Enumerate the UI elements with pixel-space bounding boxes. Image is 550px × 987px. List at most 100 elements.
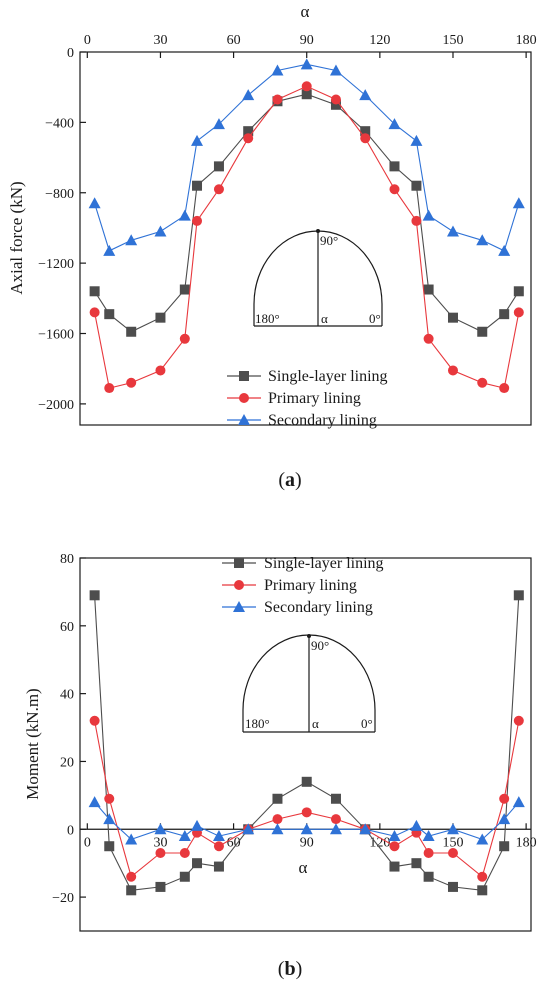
data-point-square: [423, 871, 434, 882]
data-point-square: [104, 841, 115, 852]
data-point-triangle: [410, 134, 423, 146]
data-point-square: [155, 881, 166, 892]
y-tick-label: −2000: [38, 398, 74, 413]
data-point-square: [192, 858, 203, 869]
data-point-square: [389, 861, 400, 872]
chart-b: 0 30 60 90 120 150 180 80 60 40 20 0 −20 α Moment (…: [23, 552, 537, 980]
chart-b-inset-diagram: 90° 180° α 0°: [242, 634, 376, 733]
data-point-circle: [89, 307, 100, 318]
data-point-circle: [192, 215, 203, 226]
chart-a-inset-top-label: 90°: [320, 233, 338, 248]
data-point-triangle: [498, 244, 511, 256]
data-point-square: [192, 180, 203, 191]
x-tick-label: 60: [227, 33, 241, 48]
data-point-circle: [513, 715, 524, 726]
data-point-circle: [423, 333, 434, 344]
data-point-square: [447, 312, 458, 323]
data-point-square: [513, 590, 524, 601]
chart-b-inset-right-label: 0°: [361, 716, 373, 731]
data-point-triangle: [512, 796, 525, 808]
x-tick-label: 30: [153, 835, 167, 850]
chart-b-xlabel: α: [299, 858, 308, 877]
chart-b-inset-center-label: α: [312, 716, 319, 731]
legend-triangle-marker: [233, 601, 245, 612]
chart-b-y-ticks: 80 60 40 20 0 −20: [52, 552, 86, 906]
y-tick-label: 0: [67, 46, 74, 61]
data-point-triangle: [476, 234, 489, 246]
data-point-circle: [447, 365, 458, 376]
data-point-circle: [360, 133, 371, 144]
data-point-circle: [179, 333, 190, 344]
data-point-triangle: [300, 823, 313, 835]
data-point-triangle: [422, 209, 435, 221]
data-point-circle: [126, 871, 137, 882]
chart-a-inset-left-label: 180°: [255, 311, 280, 326]
legend-square-marker: [234, 558, 244, 568]
x-tick-label: 90: [300, 33, 314, 48]
chart-a-legend-single-label: Single-layer lining: [268, 368, 388, 385]
chart-b-legend-secondary: Secondary lining: [222, 599, 373, 616]
chart-a-ylabel: Axial force (kN): [7, 181, 26, 294]
y-tick-label: 0: [67, 823, 74, 838]
data-point-square: [499, 309, 510, 320]
data-point-triangle: [446, 823, 459, 835]
chart-a: 0 30 60 90 120 150 180 0 −400 −800 −1200 −1600 −200…: [7, 2, 537, 491]
chart-a-series: [88, 58, 525, 394]
legend-circle-marker: [234, 580, 244, 590]
legend-triangle-marker: [238, 414, 250, 425]
y-tick-label: 40: [60, 688, 74, 703]
data-point-triangle: [191, 819, 204, 831]
data-point-triangle: [103, 813, 116, 825]
chart-a-inset-center-label: α: [321, 311, 328, 326]
chart-a-x-ticks: 0 30 60 90 120 150 180: [84, 33, 537, 58]
data-point-triangle: [271, 64, 284, 76]
panel-b-label: (b): [278, 958, 302, 980]
x-tick-label: 90: [300, 835, 314, 850]
data-point-circle: [272, 94, 283, 105]
y-tick-label: 80: [60, 552, 74, 567]
data-point-square: [272, 793, 283, 804]
data-point-square: [477, 326, 488, 337]
x-tick-label: 0: [84, 835, 91, 850]
data-point-circle: [499, 793, 510, 804]
chart-b-series: [88, 590, 525, 896]
data-point-square: [179, 871, 190, 882]
x-tick-label: 180: [516, 835, 537, 850]
data-point-triangle: [178, 209, 191, 221]
data-point-triangle: [512, 197, 525, 209]
series-line: [94, 93, 520, 333]
x-tick-label: 180: [516, 33, 537, 48]
data-point-circle: [243, 133, 254, 144]
y-tick-label: −400: [45, 116, 74, 131]
chart-b-inset-dot: [307, 634, 311, 638]
x-tick-label: 150: [442, 33, 463, 48]
data-point-square: [213, 161, 224, 172]
data-point-triangle: [300, 58, 313, 70]
data-point-square: [243, 126, 254, 137]
series-line: [94, 85, 520, 389]
panel-a-label: (a): [278, 469, 301, 491]
data-point-circle: [389, 184, 400, 195]
data-point-triangle: [388, 830, 401, 842]
x-tick-label: 120: [369, 835, 390, 850]
data-point-triangle: [212, 118, 225, 130]
data-point-square: [499, 841, 510, 852]
data-point-triangle: [446, 225, 459, 237]
data-point-circle: [330, 94, 341, 105]
data-point-circle: [513, 307, 524, 318]
data-point-square: [477, 885, 488, 896]
x-tick-label: 60: [227, 835, 241, 850]
data-point-triangle: [359, 823, 372, 835]
data-point-triangle: [154, 823, 167, 835]
chart-b-legend-secondary-label: Secondary lining: [264, 599, 373, 616]
x-tick-label: 120: [369, 33, 390, 48]
data-point-circle: [155, 848, 166, 859]
data-point-square: [389, 161, 400, 172]
data-point-circle: [499, 383, 510, 394]
data-point-square: [301, 89, 312, 100]
data-point-square: [330, 99, 341, 110]
data-point-square: [513, 286, 524, 297]
chart-b-legend-single-label: Single-layer lining: [264, 555, 384, 572]
data-point-triangle: [329, 64, 342, 76]
data-point-circle: [104, 793, 115, 804]
